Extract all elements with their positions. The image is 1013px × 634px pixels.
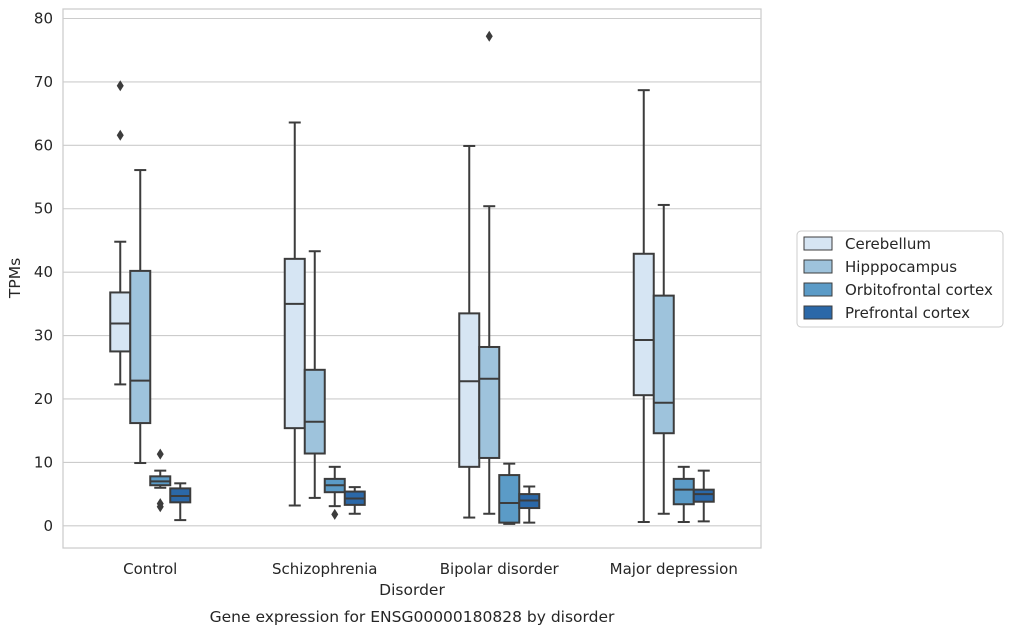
outlier-point <box>156 498 164 510</box>
legend: Cerebellum Hipppocampus Orbitofrontal cort… <box>796 230 1004 328</box>
x-tick-label: Schizophrenia <box>272 560 377 578</box>
y-tick-label: 30 <box>34 327 53 345</box>
box-iqr <box>129 269 152 425</box>
box-hipppocampus <box>303 250 326 499</box>
box-orbitofrontal-cortex <box>149 448 172 513</box>
box-prefrontal-cortex <box>169 482 192 522</box>
box-iqr <box>652 294 675 435</box>
box-orbitofrontal-cortex <box>498 462 521 525</box>
legend-label: Hipppocampus <box>845 258 957 276</box>
x-tick-label: Major depression <box>610 560 738 578</box>
plot-frame <box>62 8 762 549</box>
box-iqr <box>672 477 695 506</box>
outlier-point <box>156 448 164 460</box>
outlier-point <box>116 80 124 92</box>
box-iqr <box>283 257 306 430</box>
box-hipppocampus <box>652 203 675 515</box>
box-cerebellum <box>632 89 655 524</box>
x-tick-label: Bipolar disorder <box>440 560 560 578</box>
legend-swatch <box>803 305 833 320</box>
box-iqr <box>303 368 326 455</box>
box-iqr <box>478 345 501 459</box>
box-hipppocampus <box>478 30 501 515</box>
box-cerebellum <box>458 144 481 519</box>
legend-swatch <box>803 259 833 274</box>
y-tick-label: 50 <box>34 200 53 218</box>
legend-frame <box>796 230 1004 328</box>
box-iqr <box>632 252 655 397</box>
legend-swatch <box>803 282 833 297</box>
box-iqr <box>109 291 132 353</box>
box-prefrontal-cortex <box>692 469 715 523</box>
y-tick-label: 40 <box>34 263 53 281</box>
y-tick-label: 60 <box>34 136 53 154</box>
outlier-point <box>331 508 339 520</box>
box-prefrontal-cortex <box>343 486 366 515</box>
y-tick-label: 0 <box>43 517 53 535</box>
legend-swatch <box>803 236 833 251</box>
legend-label: Orbitofrontal cortex <box>845 281 993 299</box>
box-orbitofrontal-cortex <box>672 465 695 524</box>
y-tick-label: 80 <box>34 10 53 28</box>
box-iqr <box>692 488 715 503</box>
box-cerebellum <box>109 80 132 386</box>
box-iqr <box>498 474 521 524</box>
box-orbitofrontal-cortex <box>323 465 346 520</box>
box-prefrontal-cortex <box>518 485 541 524</box>
chart-caption: Gene expression for ENSG00000180828 by d… <box>210 608 615 626</box>
y-tick-label: 70 <box>34 73 53 91</box>
x-tick-label: Control <box>123 560 177 578</box>
outlier-point <box>485 30 493 42</box>
box-iqr <box>458 312 481 468</box>
box-hipppocampus <box>129 169 152 465</box>
legend-label: Prefrontal cortex <box>845 304 970 322</box>
y-tick-label: 10 <box>34 453 53 471</box>
x-axis-title: Disorder <box>379 581 445 599</box>
y-tick-label: 20 <box>34 390 53 408</box>
y-axis-title: TPMs <box>6 258 24 299</box>
outlier-point <box>116 129 124 141</box>
legend-label: Cerebellum <box>845 235 931 253</box>
box-cerebellum <box>283 121 306 507</box>
